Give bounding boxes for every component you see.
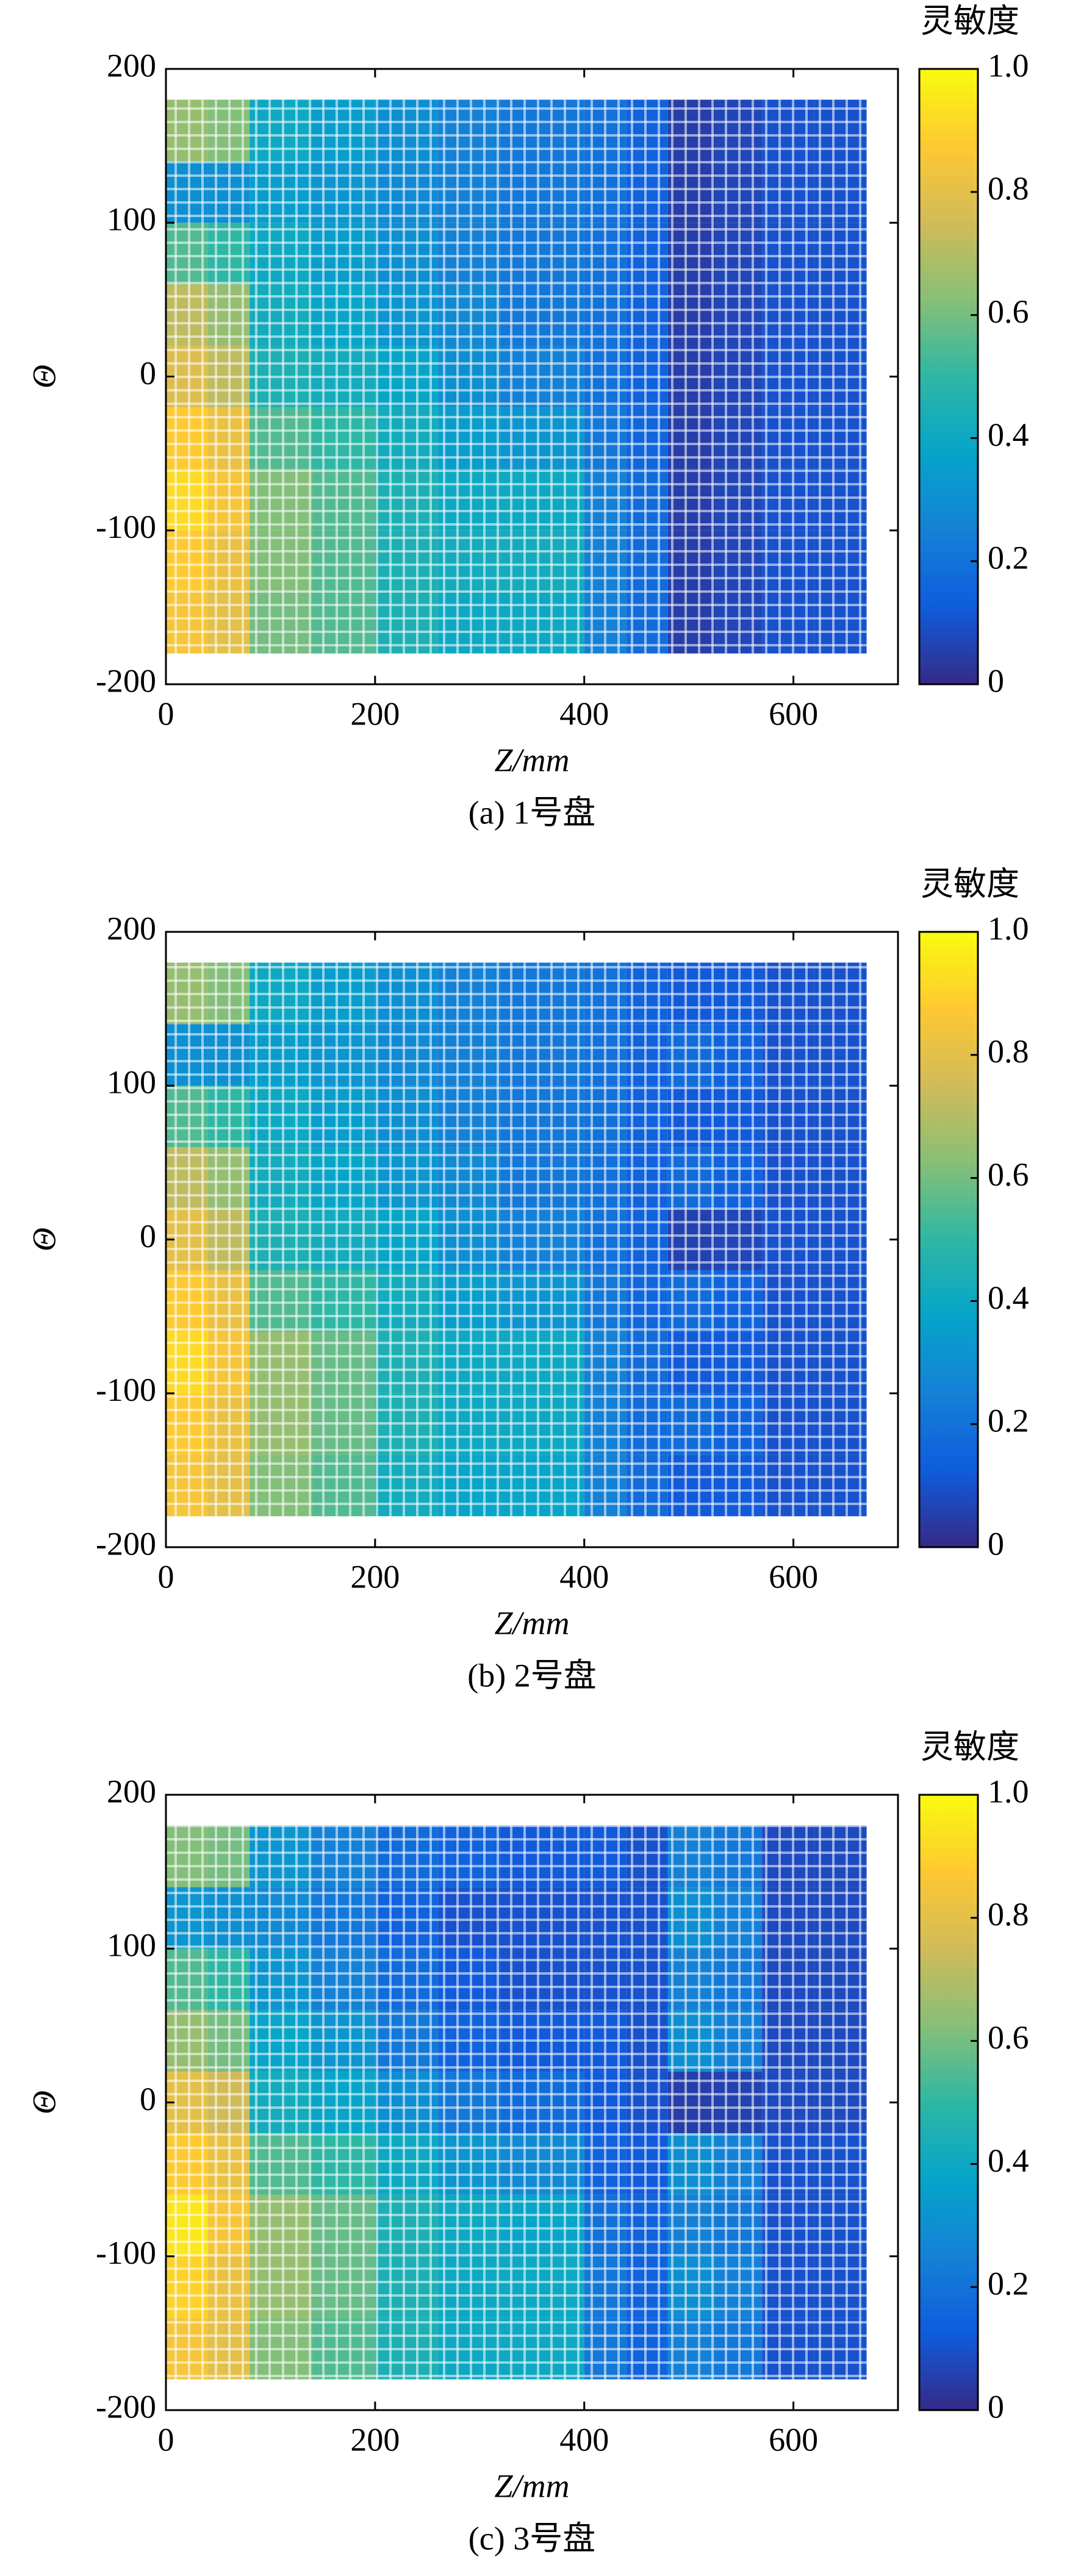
scatter-texture	[166, 962, 867, 1517]
x-tick-label: 600	[769, 2421, 818, 2458]
colorbar-tick-label: 0.6	[988, 2019, 1029, 2056]
y-tick-label: 0	[140, 1218, 156, 1254]
y-tick-label: 200	[107, 47, 156, 84]
x-tick-label: 0	[158, 2421, 174, 2458]
x-tick-label: 0	[158, 695, 174, 732]
colorbar-tick-label: 0.4	[988, 2142, 1029, 2179]
x-axis-label: Z/mm	[494, 2467, 569, 2504]
colorbar-label: 灵敏度	[921, 1728, 1019, 1765]
x-tick-label: 400	[559, 2421, 609, 2458]
caption: (b) 2号盘	[467, 1657, 596, 1694]
colorbar-tick-label: 0	[988, 662, 1004, 699]
y-tick-label: -100	[96, 2234, 156, 2271]
y-tick-label: -200	[96, 2388, 156, 2425]
y-tick-label: 100	[107, 201, 156, 238]
x-tick-label: 0	[158, 1558, 174, 1595]
colorbar-tick-label: 1.0	[988, 1773, 1029, 1809]
x-axis-label: Z/mm	[494, 742, 569, 778]
y-tick-label: 0	[140, 355, 156, 392]
y-tick-label: 100	[107, 1064, 156, 1101]
y-tick-label: 0	[140, 2081, 156, 2117]
caption: (c) 3号盘	[469, 2520, 595, 2556]
y-tick-label: -100	[96, 1372, 156, 1408]
colorbar-tick-label: 0.2	[988, 1403, 1029, 1439]
chart: 0 200 400 600 -200 -100 0 100 200 Z/mm Θ (b) 2号盘 0 0.…	[26, 865, 1029, 1694]
x-tick-label: 600	[769, 695, 818, 732]
colorbar-tick-label: 0.4	[988, 1279, 1029, 1316]
colorbar-label: 灵敏度	[921, 865, 1019, 902]
y-tick-label: 200	[107, 1773, 156, 1809]
colorbar	[918, 931, 979, 1548]
colorbar-tick-label: 0.6	[988, 293, 1029, 330]
colorbar-tick-label: 0.8	[988, 170, 1029, 207]
colorbar-tick-label: 0.2	[988, 2266, 1029, 2302]
y-tick-label: -200	[96, 662, 156, 699]
y-axis-label: Θ	[26, 2091, 62, 2114]
x-tick-label: 200	[350, 695, 400, 732]
colorbar-tick-label: 0.4	[988, 417, 1029, 453]
colorbar-tick-label: 0	[988, 2388, 1004, 2425]
x-tick-label: 200	[350, 1558, 400, 1595]
colorbar-tick-label: 0.8	[988, 1896, 1029, 1933]
colorbar-tick-label: 0.6	[988, 1156, 1029, 1193]
x-tick-label: 600	[769, 1558, 818, 1595]
y-axis-label: Θ	[26, 365, 62, 388]
colorbar	[918, 1794, 979, 2411]
caption: (a) 1号盘	[469, 794, 595, 831]
colorbar-tick-label: 1.0	[988, 910, 1029, 946]
colorbar-tick-label: 0	[988, 1525, 1004, 1562]
colorbar-label: 灵敏度	[921, 2, 1019, 39]
x-tick-label: 400	[559, 1558, 609, 1595]
y-tick-label: 100	[107, 1927, 156, 1964]
chart: 0 200 400 600 -200 -100 0 100 200 Z/mm Θ (c) 3号盘 0 0.…	[26, 1728, 1029, 2556]
x-axis-label: Z/mm	[494, 1605, 569, 1641]
x-tick-label: 400	[559, 695, 609, 732]
colorbar-tick-label: 0.2	[988, 540, 1029, 576]
y-tick-label: -100	[96, 509, 156, 545]
colorbar-tick-label: 1.0	[988, 47, 1029, 84]
y-tick-label: -200	[96, 1525, 156, 1562]
x-tick-label: 200	[350, 2421, 400, 2458]
chart: 0 200 400 600 -200 -100 0 100 200 Z/mm Θ (a) 1号盘 0 0.…	[26, 2, 1029, 831]
y-tick-label: 200	[107, 910, 156, 946]
scatter-texture	[166, 99, 867, 654]
scatter-texture	[166, 1825, 867, 2380]
colorbar	[918, 68, 979, 685]
y-axis-label: Θ	[26, 1228, 62, 1251]
colorbar-tick-label: 0.8	[988, 1033, 1029, 1070]
